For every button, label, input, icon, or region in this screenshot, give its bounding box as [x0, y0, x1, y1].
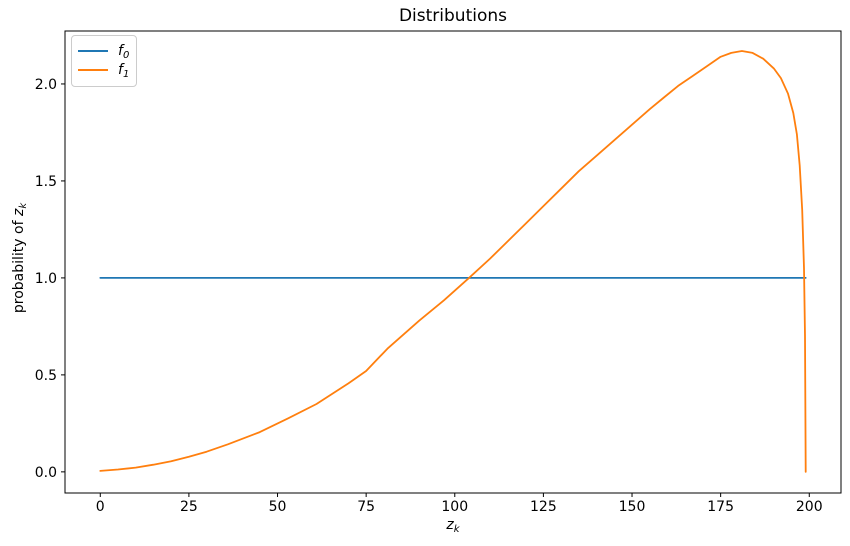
- x-tick-label: 0: [96, 499, 105, 515]
- legend-label-f1: f1: [118, 62, 130, 81]
- axes-frame: [64, 30, 842, 494]
- x-tick-label: 50: [269, 499, 287, 515]
- legend-entry-f1: f1: [78, 61, 130, 81]
- x-axis-label: zk: [65, 517, 841, 535]
- chart-title: Distributions: [398, 6, 508, 26]
- legend-line-sample-f1: [78, 69, 108, 72]
- x-tick-label: 100: [441, 499, 468, 515]
- x-tick-label: 25: [180, 499, 198, 515]
- x-tick-label: 175: [707, 499, 734, 515]
- x-tick-label: 150: [619, 499, 646, 515]
- legend-label-f0: f0: [118, 42, 130, 61]
- legend-label-f1-sub: 1: [122, 69, 130, 81]
- legend-label-f0-sub: 0: [122, 49, 130, 61]
- legend: f0 f1: [71, 35, 137, 87]
- legend-label-f1-base: f: [118, 62, 123, 79]
- y-tick-label: 0.0: [35, 465, 57, 481]
- x-axis-label-var: z: [446, 517, 454, 533]
- y-tick-label: 2.0: [35, 77, 57, 93]
- y-axis-label-text: probability of: [11, 216, 27, 314]
- y-axis-label-sub: k: [18, 202, 29, 209]
- series-line-f1: [99, 50, 807, 473]
- x-tick-label: 125: [530, 499, 557, 515]
- x-tick-label: 200: [796, 499, 823, 515]
- y-tick-label: 1.5: [35, 174, 57, 190]
- x-tick-label: 75: [357, 499, 375, 515]
- x-axis-label-sub: k: [453, 524, 460, 535]
- y-tick-label: 1.0: [35, 271, 57, 287]
- y-axis-label-var: z: [11, 208, 27, 217]
- legend-label-f0-base: f: [118, 42, 123, 59]
- legend-line-sample-f0: [78, 49, 108, 52]
- y-tick-label: 0.5: [35, 368, 57, 384]
- legend-entry-f0: f0: [78, 41, 130, 61]
- y-axis-label: probability of zk: [11, 202, 29, 314]
